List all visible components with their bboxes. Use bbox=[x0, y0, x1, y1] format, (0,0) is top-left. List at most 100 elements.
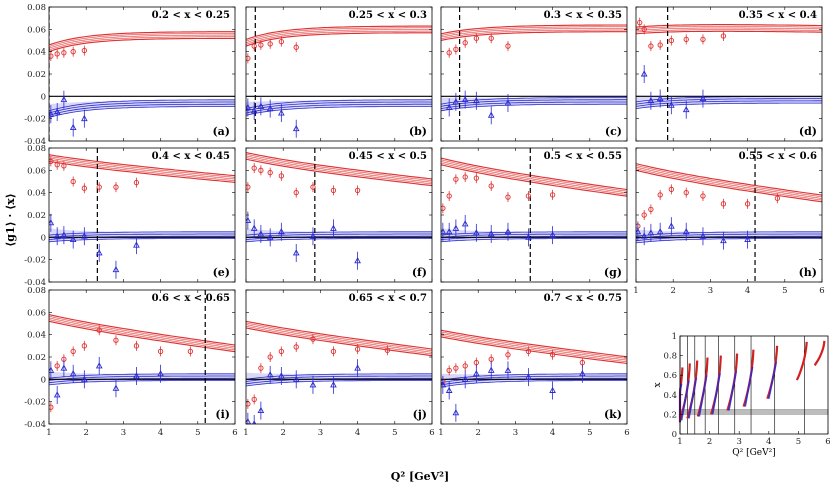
y-tick-label: 0.02 bbox=[27, 70, 46, 80]
red-data-point bbox=[70, 49, 76, 55]
red-theory-curve bbox=[246, 151, 432, 180]
red-theory-curve bbox=[636, 163, 822, 196]
red-data-point bbox=[637, 19, 643, 26]
kin-x-tick-label: 1 bbox=[677, 437, 682, 447]
blue-data-point bbox=[80, 232, 88, 239]
blue-data-point bbox=[452, 98, 460, 105]
red-data-point bbox=[488, 183, 494, 189]
red-theory-curve bbox=[441, 29, 627, 40]
panel-plot-area bbox=[49, 148, 235, 282]
red-theory-curve bbox=[441, 157, 627, 191]
x-tick-label: 3 bbox=[121, 428, 126, 438]
panel-10: 1 2 3 4 5 6 0.65 < x < 0.7 (j) bbox=[243, 289, 435, 438]
panel-plot-area bbox=[441, 148, 627, 282]
x-tick-label: 4 bbox=[158, 428, 163, 438]
red-theory-curve bbox=[49, 154, 235, 177]
red-data-point bbox=[648, 43, 654, 49]
red-data-point bbox=[251, 165, 257, 171]
blue-theory-curve bbox=[441, 380, 627, 388]
blue-theory-curve bbox=[49, 101, 235, 114]
red-data-point bbox=[549, 192, 556, 198]
red-theory-curve bbox=[636, 166, 822, 199]
y-tick-label: -0.04 bbox=[24, 420, 46, 430]
blue-data-point bbox=[309, 381, 317, 388]
blue-data-point bbox=[504, 99, 512, 106]
blue-data-point bbox=[309, 232, 317, 239]
blue-data-point bbox=[720, 236, 727, 244]
y-tick-label: 0.02 bbox=[27, 353, 46, 363]
panel-title: 0.65 < x < 0.7 bbox=[349, 293, 427, 304]
panel-label: (f) bbox=[412, 266, 427, 279]
coverage-streak-blue bbox=[767, 361, 778, 399]
kinematics-frame bbox=[679, 335, 829, 435]
red-theory-band bbox=[636, 163, 822, 202]
blue-data-point bbox=[133, 372, 140, 379]
red-theory-curve bbox=[246, 157, 432, 185]
blue-data-point bbox=[445, 386, 453, 393]
red-data-point bbox=[505, 352, 511, 358]
red-data-point bbox=[258, 365, 264, 371]
blue-data-point bbox=[266, 371, 274, 378]
coverage-streak-red bbox=[726, 353, 739, 411]
red-data-point bbox=[133, 179, 140, 186]
blue-data-point bbox=[257, 230, 265, 237]
blue-theory-curve bbox=[246, 106, 432, 116]
blue-data-point bbox=[112, 265, 120, 273]
kin-x-tick-label: 3 bbox=[736, 437, 741, 447]
red-theory-curve bbox=[441, 24, 627, 35]
x-tick-label: 1 bbox=[633, 286, 638, 296]
red-data-point bbox=[700, 36, 706, 43]
red-data-point bbox=[293, 44, 299, 50]
coverage-streak-blue bbox=[727, 370, 738, 411]
blue-data-point bbox=[112, 384, 120, 391]
red-theory-curve bbox=[49, 157, 235, 180]
blue-data-point bbox=[445, 228, 453, 235]
x-tick-label: 6 bbox=[232, 428, 237, 438]
y-tick-label: 0.04 bbox=[27, 331, 46, 341]
panel-title: 0.3 < x < 0.35 bbox=[544, 10, 622, 21]
blue-data-point bbox=[354, 257, 361, 264]
red-data-point bbox=[267, 354, 273, 360]
red-data-point bbox=[700, 193, 706, 199]
panel-8: 1 2 3 4 5 6 0.55 < x < 0.6 (h) bbox=[633, 147, 825, 296]
blue-data-point bbox=[277, 228, 285, 235]
red-data-point bbox=[462, 363, 468, 369]
y-tick-label: 0.02 bbox=[27, 211, 46, 221]
panel-3: 0.3 < x < 0.35 (c) bbox=[440, 6, 628, 142]
blue-data-point bbox=[133, 241, 140, 248]
red-data-point bbox=[446, 367, 452, 374]
panel-4: 0.35 < x < 0.4 (d) bbox=[635, 6, 823, 142]
red-theory-curve bbox=[49, 37, 235, 53]
red-data-point bbox=[70, 178, 76, 185]
blue-theory-curve bbox=[636, 235, 822, 242]
red-theory-curve bbox=[441, 26, 627, 36]
red-theory-curve bbox=[246, 25, 432, 40]
coverage-streak-red bbox=[813, 340, 826, 366]
panel-title: 0.2 < x < 0.25 bbox=[152, 10, 230, 21]
red-data-point bbox=[258, 167, 264, 173]
kin-y-tick-label: 0.8 bbox=[663, 352, 677, 362]
blue-data-point bbox=[266, 104, 274, 112]
x-axis-label: Q² [GeV²] bbox=[391, 470, 449, 483]
red-data-point bbox=[133, 343, 140, 349]
red-data-point bbox=[668, 37, 674, 44]
blue-data-point bbox=[525, 233, 532, 240]
blue-theory-curve bbox=[246, 233, 432, 238]
red-data-point bbox=[187, 348, 194, 355]
red-theory-curve bbox=[441, 336, 627, 365]
blue-data-point bbox=[441, 228, 447, 235]
panel-frame bbox=[245, 289, 433, 425]
red-data-point bbox=[258, 42, 264, 48]
blue-data-point bbox=[487, 230, 495, 237]
red-data-point bbox=[49, 53, 54, 59]
blue-data-point bbox=[95, 249, 103, 256]
blue-theory-curve bbox=[636, 238, 822, 244]
blue-theory-curve bbox=[246, 238, 432, 243]
coverage-streak-blue bbox=[744, 366, 754, 407]
blue-data-point bbox=[472, 97, 480, 104]
red-theory-curve bbox=[246, 155, 432, 183]
red-data-point bbox=[473, 175, 479, 181]
blue-theory-curve bbox=[246, 101, 432, 112]
x-tick-label: 2 bbox=[670, 286, 675, 296]
red-data-point bbox=[310, 336, 316, 342]
